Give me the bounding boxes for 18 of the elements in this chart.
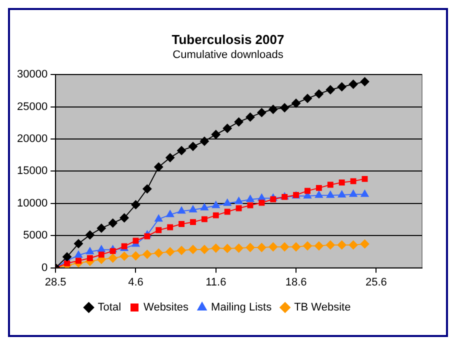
- legend-label: Websites: [144, 302, 190, 314]
- y-tick-label: 5000: [23, 230, 48, 242]
- y-tick-label: 15000: [16, 165, 48, 178]
- chart-title: Tuberculosis 2007: [170, 32, 286, 47]
- x-tick-label: 11.6: [206, 276, 226, 288]
- y-tick-label: 30000: [16, 68, 48, 81]
- x-tick-label: 25.6: [365, 276, 387, 288]
- x-tick-label: 18.6: [285, 276, 307, 288]
- x-tick-label: 4.6: [128, 276, 144, 288]
- chart-subtitle: Cumulative downloads: [172, 49, 284, 61]
- y-tick-label: 20000: [16, 133, 48, 146]
- y-tick-label: 0: [41, 262, 48, 274]
- legend-label: TB Website: [294, 302, 351, 314]
- legend-label: Total: [98, 302, 122, 314]
- legend-label: Mailing Lists: [211, 302, 272, 314]
- y-tick-label: 10000: [16, 197, 48, 210]
- x-tick-label: 28.5: [44, 276, 66, 288]
- y-tick-label: 25000: [16, 100, 48, 113]
